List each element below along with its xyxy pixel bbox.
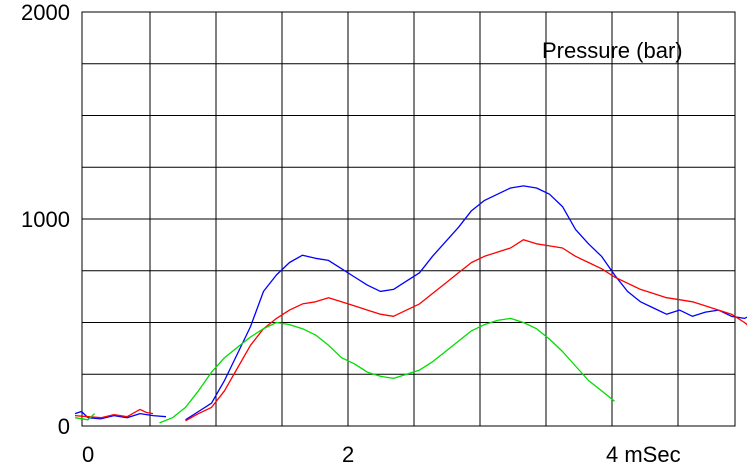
chart-tick-labels: 0 1000 2000 0 2 4 mSec — [21, 0, 681, 467]
chart-series — [74, 185, 747, 424]
x-tick-label: 0 — [82, 442, 94, 467]
x-tick-label: 2 — [342, 442, 354, 467]
series-line-1 — [185, 185, 747, 421]
series-line-3 — [159, 317, 615, 424]
y-tick-label: 0 — [58, 414, 70, 439]
pressure-unit-annotation: Pressure (bar) — [542, 38, 683, 63]
x-tick-label: 4 mSec — [606, 442, 681, 467]
chart-grid — [81, 11, 736, 427]
series-line-2 — [185, 239, 747, 422]
series-line-3 — [74, 413, 95, 421]
y-tick-label: 2000 — [21, 0, 70, 25]
series-line-1 — [74, 410, 167, 420]
y-tick-label: 1000 — [21, 207, 70, 232]
